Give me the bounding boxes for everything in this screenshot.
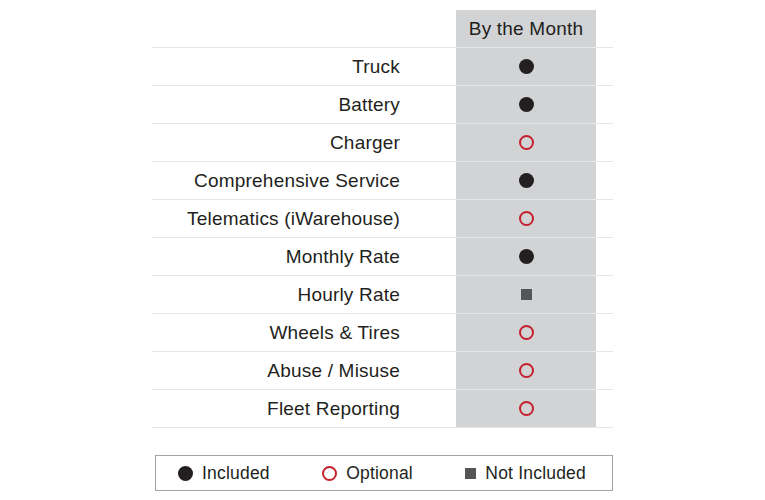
row-label: Wheels & Tires — [152, 314, 400, 351]
row-label: Charger — [152, 124, 400, 161]
table-row: Hourly Rate — [152, 275, 613, 313]
row-label: Battery — [152, 86, 400, 123]
status-cell — [456, 390, 596, 427]
open-circle-icon — [322, 466, 337, 481]
table-row: Comprehensive Service — [152, 161, 613, 199]
status-cell — [456, 314, 596, 351]
status-cell — [456, 162, 596, 199]
status-cell — [456, 238, 596, 275]
legend-item: Included — [178, 463, 270, 484]
open-circle-icon — [519, 325, 534, 340]
open-circle-icon — [519, 135, 534, 150]
filled-square-icon — [465, 468, 476, 479]
table-row: Monthly Rate — [152, 237, 613, 275]
open-circle-icon — [519, 401, 534, 416]
status-cell — [456, 200, 596, 237]
table-row: Wheels & Tires — [152, 313, 613, 351]
row-label: Hourly Rate — [152, 276, 400, 313]
filled-circle-icon — [178, 466, 193, 481]
open-circle-icon — [519, 211, 534, 226]
status-cell — [456, 124, 596, 161]
column-header: By the Month — [456, 10, 596, 47]
table-row: Abuse / Misuse — [152, 351, 613, 389]
table-row: Battery — [152, 85, 613, 123]
filled-circle-icon — [519, 97, 534, 112]
table-row: Charger — [152, 123, 613, 161]
status-cell — [456, 86, 596, 123]
table-row: Fleet Reporting — [152, 389, 613, 427]
row-label: Comprehensive Service — [152, 162, 400, 199]
legend-item-label: Included — [202, 463, 270, 484]
status-cell — [456, 276, 596, 313]
table-body: Truck Battery Charger Comprehensive Serv… — [152, 47, 613, 428]
legend-item-label: Not Included — [485, 463, 586, 484]
row-label: Truck — [152, 48, 400, 85]
row-label: Fleet Reporting — [152, 390, 400, 427]
legend-item: Optional — [322, 463, 413, 484]
filled-circle-icon — [519, 249, 534, 264]
by-the-month-comparison-table: By the Month Truck Battery Charger Compr… — [0, 0, 765, 500]
row-label: Telematics (iWarehouse) — [152, 200, 400, 237]
table-row: Telematics (iWarehouse) — [152, 199, 613, 237]
status-cell — [456, 352, 596, 389]
legend: Included Optional Not Included — [155, 455, 613, 491]
filled-square-icon — [521, 289, 532, 300]
status-cell — [456, 48, 596, 85]
table-row: Truck — [152, 47, 613, 85]
row-label: Monthly Rate — [152, 238, 400, 275]
legend-item-label: Optional — [346, 463, 413, 484]
row-label: Abuse / Misuse — [152, 352, 400, 389]
open-circle-icon — [519, 363, 534, 378]
filled-circle-icon — [519, 59, 534, 74]
filled-circle-icon — [519, 173, 534, 188]
legend-item: Not Included — [465, 463, 586, 484]
